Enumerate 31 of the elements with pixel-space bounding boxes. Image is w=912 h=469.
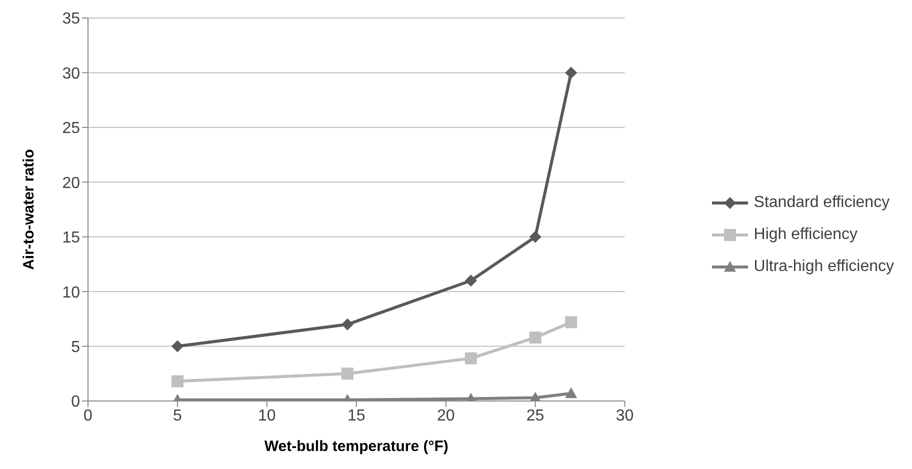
legend-label: High efficiency <box>754 226 858 244</box>
point <box>565 66 578 79</box>
y-tick-label: 20 <box>62 174 80 192</box>
point <box>565 387 578 398</box>
y-tick-label: 35 <box>62 10 80 28</box>
y-tick-label: 15 <box>62 230 80 247</box>
y-axis-title: Air-to-water ratio <box>20 149 38 270</box>
point <box>464 274 477 287</box>
x-tick-label: 20 <box>436 407 455 424</box>
y-tick-label: 0 <box>71 394 80 411</box>
y-tick-label: 25 <box>62 120 80 138</box>
legend-label: Ultra-high efficiency <box>754 258 894 276</box>
y-tick-label: 5 <box>71 338 80 356</box>
point <box>171 375 184 388</box>
point <box>565 316 578 328</box>
y-tick-label: 10 <box>62 284 80 302</box>
y-tick-label: 30 <box>62 65 80 82</box>
x-tick-label: 10 <box>258 407 276 424</box>
point <box>341 368 354 380</box>
x-tick-label: 15 <box>347 407 366 424</box>
point <box>529 230 542 243</box>
x-tick-label: 25 <box>526 407 544 424</box>
x-axis-title: Wet-bulb temperature (°F) <box>264 438 448 455</box>
point <box>464 352 477 364</box>
x-tick-label: 5 <box>173 407 182 424</box>
x-tick-label: 0 <box>84 407 93 424</box>
point <box>529 332 542 344</box>
point <box>171 340 184 352</box>
x-tick-label: 30 <box>616 407 634 424</box>
point <box>341 318 354 330</box>
legend-label: Standard efficiency <box>754 194 890 212</box>
